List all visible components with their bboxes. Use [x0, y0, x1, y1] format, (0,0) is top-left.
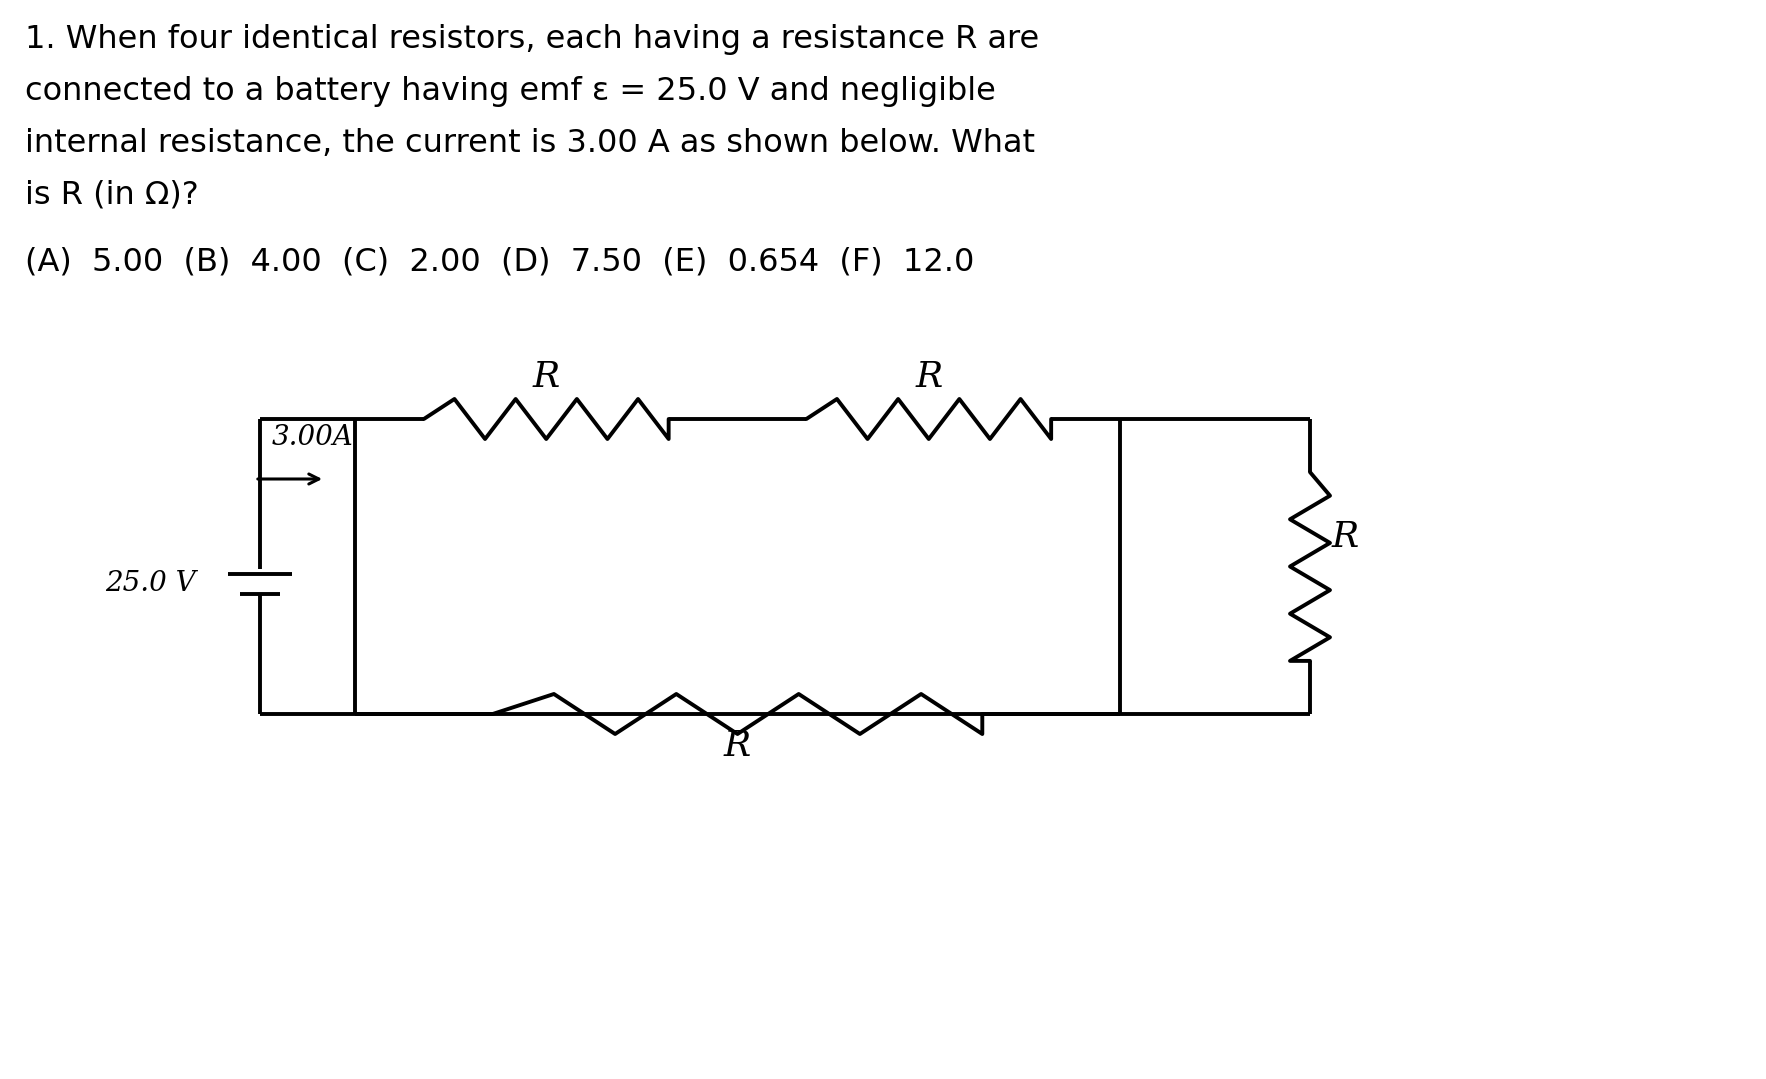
Text: 3.00A: 3.00A	[272, 424, 353, 451]
Text: R: R	[915, 360, 943, 394]
Text: internal resistance, the current is 3.00 A as shown below. What: internal resistance, the current is 3.00…	[25, 128, 1035, 159]
Text: is R (in Ω)?: is R (in Ω)?	[25, 180, 200, 211]
Text: R: R	[532, 360, 560, 394]
Text: 25.0 V: 25.0 V	[104, 571, 196, 598]
Text: connected to a battery having emf ε = 25.0 V and negligible: connected to a battery having emf ε = 25…	[25, 76, 996, 107]
Text: R: R	[1332, 520, 1360, 554]
Text: (A)  5.00  (B)  4.00  (C)  2.00  (D)  7.50  (E)  0.654  (F)  12.0: (A) 5.00 (B) 4.00 (C) 2.00 (D) 7.50 (E) …	[25, 247, 975, 278]
Text: R: R	[724, 729, 751, 763]
Text: 1. When four identical resistors, each having a resistance R are: 1. When four identical resistors, each h…	[25, 24, 1038, 55]
